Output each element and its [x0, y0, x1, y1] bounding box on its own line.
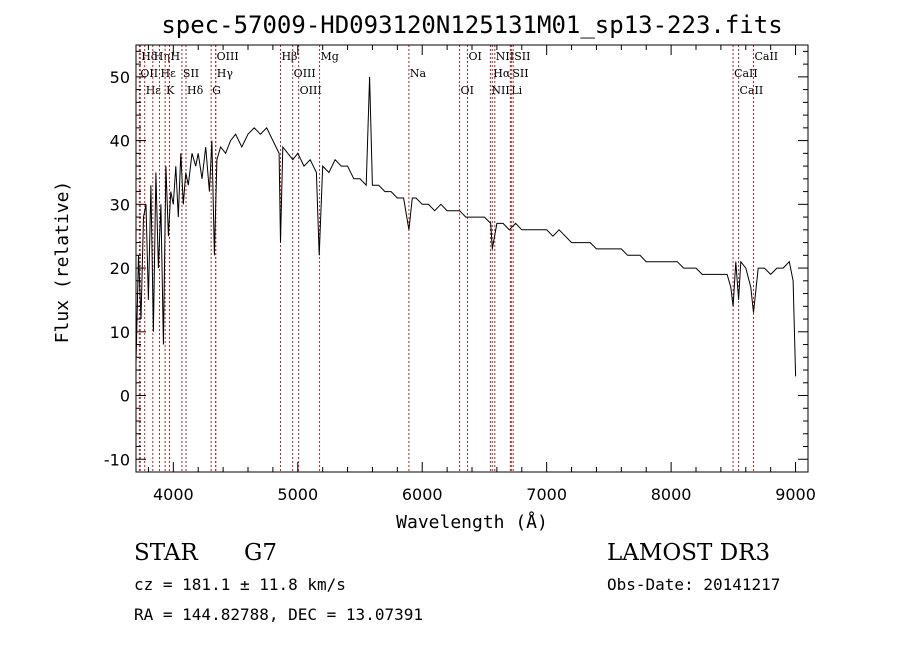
x-tick-label: 7000	[526, 485, 567, 504]
y-tick-label: -10	[104, 450, 130, 469]
y-tick-label: 50	[110, 68, 130, 87]
line-markers: HδOIIHεHηHεKHSIIHδOIIIHγGHβOIIIOIIIMgNaO…	[138, 45, 778, 472]
line-marker-label: OI	[469, 50, 482, 63]
x-tick-label: 4000	[153, 485, 194, 504]
x-tick-label: 5000	[277, 485, 318, 504]
x-tick-label: 8000	[651, 485, 692, 504]
line-marker-label: NII	[491, 84, 509, 97]
line-marker-label: Li	[511, 84, 522, 97]
x-axis-label: Wavelength (Å)	[396, 511, 548, 533]
y-tick-label: 0	[120, 387, 130, 406]
object-class: STAR	[134, 540, 198, 566]
line-marker-label: OIII	[294, 67, 316, 80]
line-marker-label: Mg	[321, 50, 339, 63]
plot-frame	[135, 44, 809, 473]
line-marker-label: CaII	[754, 50, 778, 63]
axis-ticks: 4000 5000 6000 7000 8000 9000 -10 0 10 20 30 40 50	[104, 45, 816, 504]
x-tick-label: 9000	[775, 485, 816, 504]
line-marker-label: CaII	[734, 67, 758, 80]
flux-line	[135, 76, 797, 377]
line-marker-label: OIII	[217, 50, 239, 63]
line-marker-label: K	[166, 84, 175, 97]
line-marker-label: Hε	[161, 67, 177, 80]
line-marker-label: OIII	[300, 84, 322, 97]
line-marker-label: Hδ	[141, 50, 158, 63]
obs-date: Obs-Date: 20141217	[607, 575, 781, 594]
line-marker-label: Hα	[493, 67, 511, 80]
line-marker-label: G	[212, 84, 221, 97]
coordinates: RA = 144.82788, DEC = 13.07391	[134, 605, 423, 624]
y-tick-label: 10	[110, 323, 130, 342]
x-tick-label: 6000	[402, 485, 443, 504]
line-marker-label: SII	[183, 67, 199, 80]
line-marker-label: Hγ	[217, 67, 234, 80]
survey-name: LAMOST DR3	[607, 540, 771, 566]
line-marker-label: Hβ	[281, 50, 297, 63]
line-marker-label: Na	[410, 67, 427, 80]
line-marker-label: SII	[512, 67, 528, 80]
line-marker-label: H	[170, 50, 180, 63]
line-marker-label: SII	[514, 50, 530, 63]
line-marker-label: Hη	[154, 50, 170, 63]
object-subclass: G7	[244, 540, 278, 566]
y-tick-label: 20	[110, 259, 130, 278]
y-axis-label: Flux (relative)	[52, 181, 73, 344]
line-marker-label: Hδ	[187, 84, 204, 97]
redshift-readout: cz = 181.1 ± 11.8 km/s	[134, 575, 346, 594]
y-tick-label: 40	[110, 132, 130, 151]
line-marker-label: Hε	[146, 84, 162, 97]
chart-title: spec-57009-HD093120N125131M01_sp13-223.f…	[161, 11, 782, 39]
y-tick-label: 30	[110, 195, 130, 214]
line-marker-label: NII	[496, 50, 514, 63]
line-marker-label: CaII	[740, 84, 764, 97]
line-marker-label: OII	[140, 67, 158, 80]
